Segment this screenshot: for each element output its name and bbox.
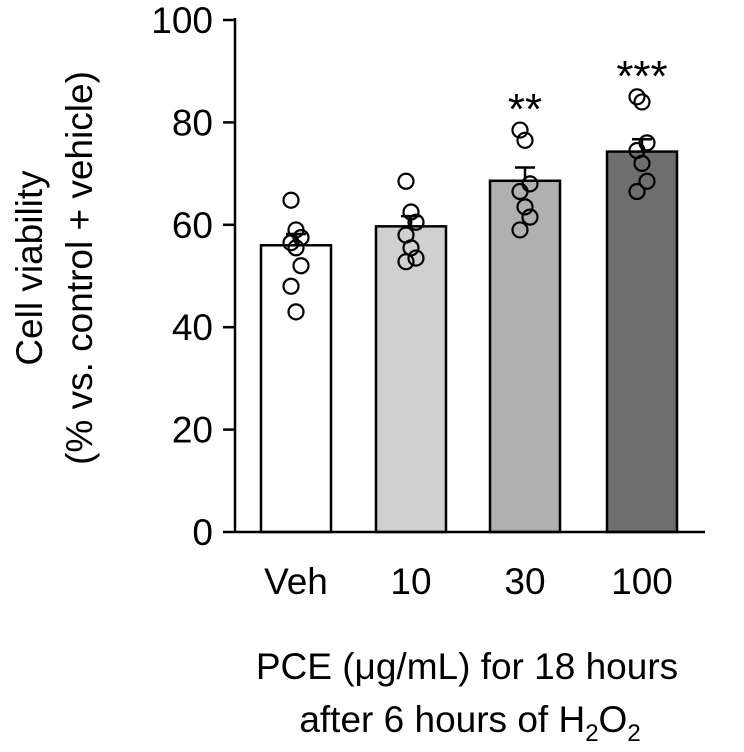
data-point (397, 253, 415, 271)
x-axis-title-line2: after 6 hours of H2O2 (299, 699, 640, 747)
data-point (628, 88, 646, 106)
axes (233, 18, 705, 534)
bar-10 (374, 225, 448, 534)
y-axis-ticks: 0 20 40 60 80 100 (151, 0, 235, 553)
data-point (282, 234, 300, 252)
data-point (292, 257, 310, 275)
category-label-100: 100 (611, 561, 673, 602)
data-point (511, 121, 529, 139)
data-point (521, 208, 539, 226)
y-tick-label: 0 (192, 512, 213, 553)
y-axis-title-line2: (% vs. control + vehicle) (59, 71, 100, 465)
data-point (287, 239, 305, 257)
x-axis-title-mid: O (599, 699, 628, 740)
significance-label: ** (508, 85, 542, 134)
x-axis-title-line1: PCE (μg/mL) for 18 hours (256, 646, 678, 687)
y-tick-label: 60 (172, 205, 213, 246)
y-tick-label: 20 (172, 410, 213, 451)
bar-Veh (259, 244, 333, 534)
x-axis-title: PCE (μg/mL) for 18 hours after 6 hours o… (256, 646, 678, 747)
x-axis-title-sub1: 2 (585, 720, 598, 747)
bar-100 (605, 150, 679, 534)
data-point (397, 172, 415, 190)
significance-labels: ***** (508, 52, 668, 134)
data-point (287, 303, 305, 321)
data-points (282, 88, 656, 321)
data-point (407, 249, 425, 267)
category-label-Veh: Veh (264, 561, 328, 602)
data-point (282, 191, 300, 209)
data-point (638, 172, 656, 190)
bars (259, 138, 679, 534)
y-tick-label: 40 (172, 307, 213, 348)
data-point (282, 277, 300, 295)
significance-label: *** (616, 52, 667, 101)
data-point (633, 154, 651, 172)
data-point (292, 229, 310, 247)
data-point (516, 131, 534, 149)
x-axis-title-sub2: 2 (627, 720, 640, 747)
category-label-30: 30 (504, 561, 545, 602)
y-axis-title: Cell viability (% vs. control + vehicle) (9, 71, 100, 465)
data-point (407, 213, 425, 231)
y-tick-label: 80 (172, 102, 213, 143)
data-point (402, 203, 420, 221)
data-point (511, 182, 529, 201)
y-axis-title-line1: Cell viability (9, 170, 50, 366)
y-tick-label: 100 (151, 0, 213, 41)
category-labels: Veh 10 30 100 (264, 561, 673, 602)
bar-30 (488, 179, 562, 534)
data-point (516, 198, 534, 216)
x-axis-title-line2-prefix: after 6 hours of H (299, 699, 585, 740)
data-point (628, 182, 646, 201)
data-point (511, 221, 529, 239)
data-point (633, 93, 651, 111)
category-label-10: 10 (390, 561, 431, 602)
